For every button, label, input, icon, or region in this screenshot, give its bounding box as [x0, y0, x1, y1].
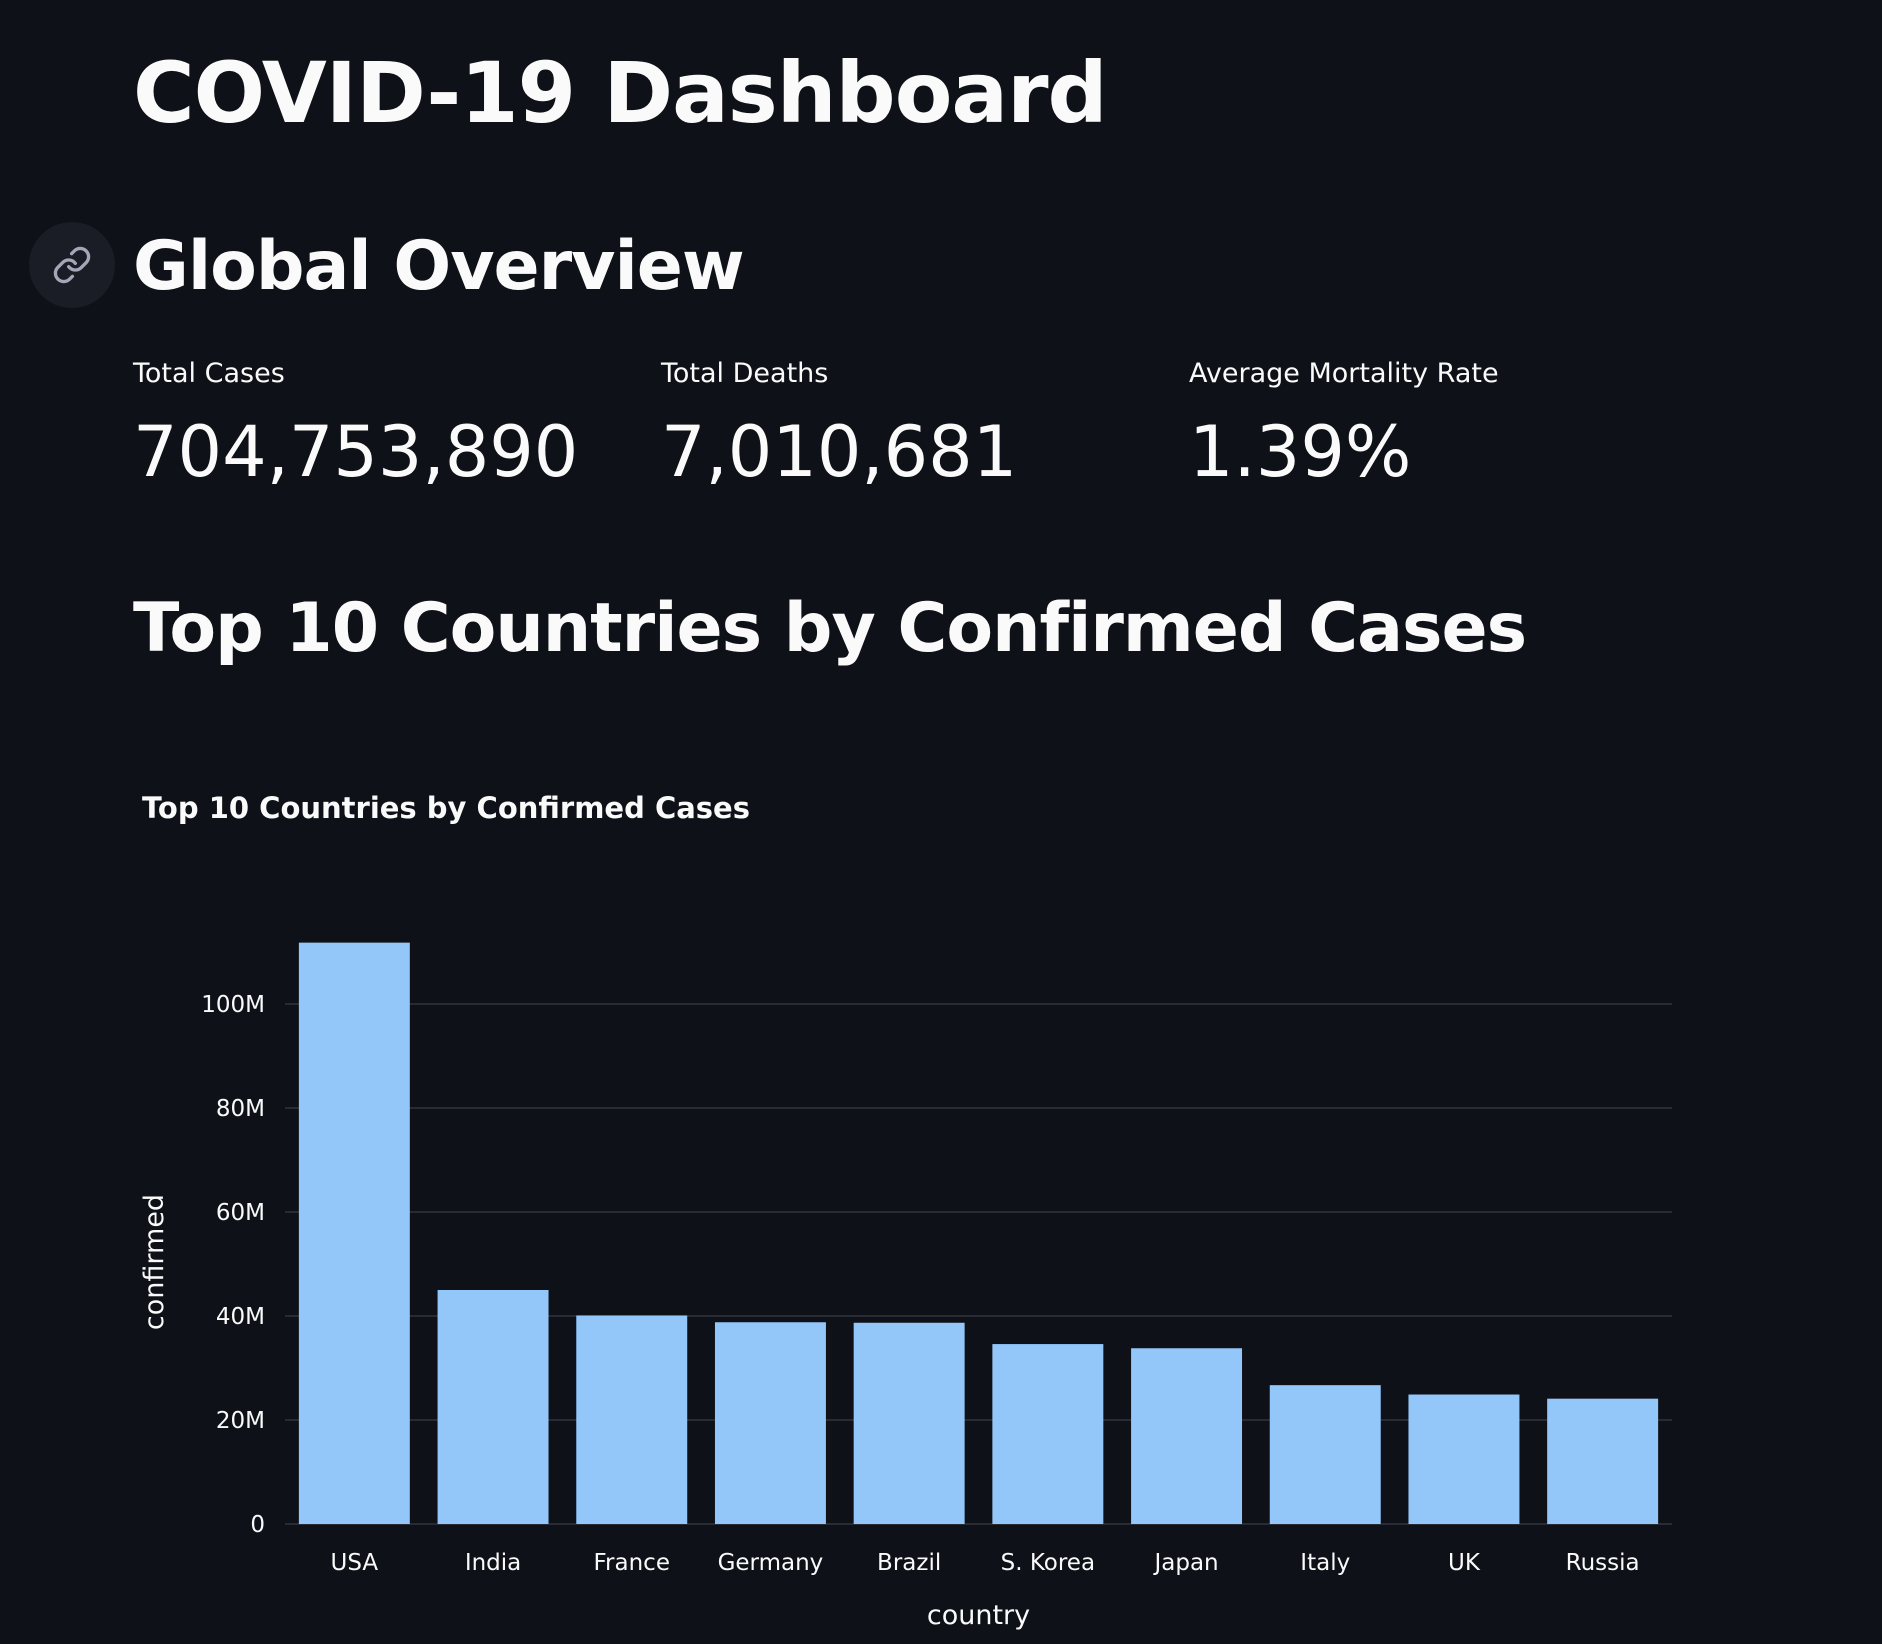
y-tick-label: 20M: [216, 1408, 265, 1434]
metric-label: Total Cases: [133, 358, 285, 389]
chart-bars: [298, 942, 1659, 1524]
page-title: COVID-19 Dashboard: [133, 44, 1108, 142]
x-tick-label: Italy: [1300, 1550, 1350, 1576]
x-tick-label: Germany: [718, 1550, 824, 1576]
metric-average-mortality-rate: Average Mortality Rate 1.39%: [1189, 354, 1499, 502]
bar-russia[interactable]: [1547, 1398, 1659, 1524]
bar-france[interactable]: [576, 1315, 688, 1524]
x-tick-label: Japan: [1152, 1550, 1218, 1576]
chart-title: Top 10 Countries by Confirmed Cases: [142, 791, 750, 825]
x-tick-label: USA: [331, 1550, 379, 1576]
y-tick-label: 100M: [201, 992, 265, 1018]
x-tick-label: UK: [1448, 1550, 1481, 1576]
bar-japan[interactable]: [1131, 1348, 1243, 1524]
bar-italy[interactable]: [1269, 1385, 1381, 1524]
x-tick-label: Russia: [1566, 1550, 1640, 1576]
x-tick-label: France: [594, 1550, 670, 1576]
link-icon: [53, 246, 91, 284]
bar-germany[interactable]: [714, 1322, 826, 1524]
x-tick-label: India: [465, 1550, 521, 1576]
bar-india[interactable]: [437, 1290, 549, 1524]
y-axis-title: confirmed: [139, 1194, 170, 1330]
metric-total-deaths: Total Deaths 7,010,681: [661, 354, 1017, 502]
heading-anchor-link[interactable]: [29, 222, 115, 308]
x-tick-label: S. Korea: [1001, 1550, 1095, 1576]
metric-value: 1.39%: [1189, 411, 1412, 493]
chart-x-axis: USA India France Germany Brazil S. Korea Japan…: [331, 1550, 1640, 1576]
chart-y-axis: 0 20M 40M 60M 80M 100M: [201, 992, 265, 1538]
bar-s-korea[interactable]: [992, 1344, 1104, 1524]
global-overview-heading: Global Overview: [133, 227, 745, 306]
metric-total-cases: Total Cases 704,753,890: [133, 354, 578, 502]
y-tick-label: 60M: [216, 1200, 265, 1226]
bar-uk[interactable]: [1408, 1394, 1520, 1524]
y-tick-label: 80M: [216, 1096, 265, 1122]
x-tick-label: Brazil: [877, 1550, 941, 1576]
metric-value: 7,010,681: [661, 411, 1018, 493]
y-tick-label: 40M: [216, 1304, 265, 1330]
metric-label: Total Deaths: [661, 358, 829, 389]
metric-label: Average Mortality Rate: [1189, 358, 1499, 389]
bar-usa[interactable]: [298, 942, 410, 1524]
bar-brazil[interactable]: [853, 1322, 965, 1524]
y-tick-label: 0: [250, 1512, 265, 1538]
x-axis-title: country: [927, 1600, 1030, 1631]
metric-value: 704,753,890: [133, 411, 579, 493]
top10-heading: Top 10 Countries by Confirmed Cases: [133, 589, 1527, 668]
